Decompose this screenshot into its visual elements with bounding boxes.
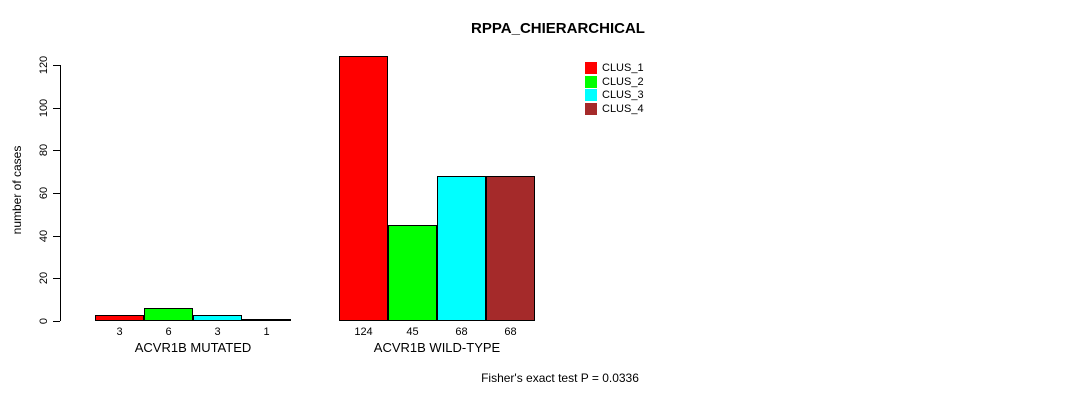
- y-axis-tick: [53, 65, 60, 66]
- y-axis-tick: [53, 150, 60, 152]
- legend-label-clus_4: CLUS_4: [602, 103, 644, 116]
- y-axis-tick-label: 80: [38, 144, 50, 157]
- bar-value-label: 1: [263, 326, 270, 338]
- legend-swatch-clus_4: [585, 103, 597, 116]
- legend-label-clus_1: CLUS_1: [602, 62, 644, 74]
- legend-swatch-clus_3: [585, 89, 597, 102]
- bar-clus_2-group2: [388, 225, 437, 321]
- bar-clus_3-group1: [193, 314, 242, 321]
- y-axis-tick-label: 20: [38, 272, 50, 285]
- y-axis-line: [60, 65, 61, 321]
- y-axis-label: number of cases: [10, 145, 24, 235]
- bar-clus_1-group1: [95, 314, 144, 321]
- y-axis-tick: [53, 107, 60, 109]
- bar-clus_4-group1: [242, 318, 291, 321]
- legend-label-clus_2: CLUS_2: [602, 75, 644, 88]
- bar-value-label: 6: [165, 326, 172, 338]
- y-axis-tick: [53, 235, 60, 237]
- bar-value-label: 68: [504, 326, 517, 338]
- bar-value-label: 68: [455, 326, 468, 338]
- y-axis-tick: [53, 193, 60, 194]
- y-axis-tick-label: 100: [38, 98, 50, 117]
- bar-value-label: 3: [214, 326, 221, 338]
- x-axis-group-label: ACVR1B WILD-TYPE: [373, 340, 501, 355]
- bar-clus_4-group2: [486, 175, 535, 321]
- y-axis-tick: [53, 321, 60, 322]
- y-axis-tick: [53, 278, 60, 280]
- legend-swatch-clus_2: [585, 75, 597, 88]
- y-axis-tick-label: 0: [38, 317, 50, 325]
- y-axis-tick-label: 60: [38, 186, 50, 200]
- bar-value-label: 3: [116, 326, 123, 338]
- x-axis-group-label: ACVR1B MUTATED: [134, 340, 252, 355]
- bar-value-label: 124: [354, 326, 373, 338]
- bar-clus_1-group2: [339, 56, 388, 321]
- bar-clus_3-group2: [437, 175, 486, 321]
- bar-value-label: 45: [406, 326, 419, 338]
- y-axis-tick-label: 120: [38, 55, 50, 75]
- bar-clus_2-group1: [144, 308, 193, 321]
- legend-label-clus_3: CLUS_3: [602, 89, 644, 102]
- chart-title: RPPA_CHIERARCHICAL: [471, 20, 645, 37]
- y-axis-tick-label: 40: [38, 229, 50, 242]
- fisher-test-annotation: Fisher's exact test P = 0.0336: [481, 371, 639, 385]
- legend-swatch-clus_1: [585, 62, 597, 74]
